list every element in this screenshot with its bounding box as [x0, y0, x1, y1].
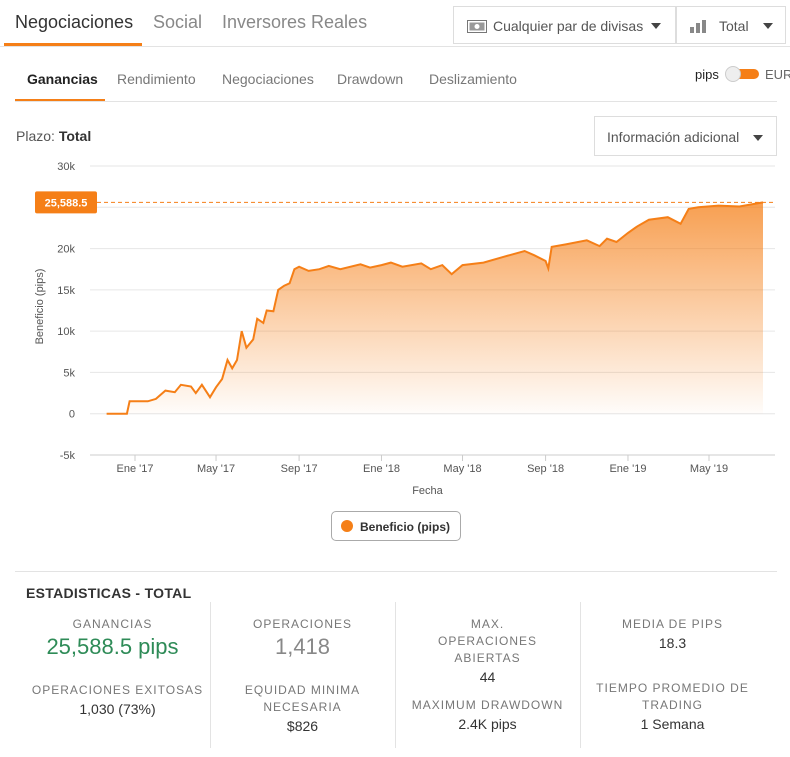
tab-inversores-reales[interactable]: Inversores Reales: [222, 12, 368, 32]
stat-max-drawdown: MAXIMUM DRAWDOWN 2.4K pips: [395, 697, 580, 732]
plazo-key: Plazo:: [16, 128, 55, 144]
divider: [210, 602, 211, 748]
toggle-knob: [725, 66, 741, 82]
stat-value: 2.4K pips: [458, 716, 517, 732]
subtab-deslizamiento[interactable]: Deslizamiento: [429, 71, 517, 87]
x-tick-label: May '18: [443, 463, 481, 475]
stat-operaciones-exitosas: OPERACIONES EXITOSAS 1,030 (73%): [15, 682, 220, 717]
x-tick-label: Ene '17: [117, 463, 154, 475]
stat-media-pips: MEDIA DE PIPS 18.3: [580, 616, 765, 651]
stat-equidad-minima: EQUIDAD MINIMA NECESARIA $826: [235, 682, 370, 734]
stat-value: $826: [286, 718, 319, 734]
toggle-label-pips: pips: [695, 67, 719, 82]
y-tick-label: 30k: [57, 161, 75, 173]
bar-chart-icon: [690, 20, 708, 36]
legend-label: Beneficio (pips): [360, 520, 451, 534]
tab-social[interactable]: Social: [153, 12, 203, 32]
x-tick-label: Sep '17: [281, 463, 318, 475]
subtab-drawdown[interactable]: Drawdown: [337, 71, 404, 87]
total-label: Total: [719, 18, 749, 34]
banknote-icon: [467, 20, 487, 36]
subtab-rendimiento[interactable]: Rendimiento: [117, 71, 196, 87]
info-adicional-label: Información adicional: [607, 129, 740, 145]
max-value-label: 25,588.5: [45, 197, 88, 209]
stat-tiempo-promedio: TIEMPO PROMEDIO DE TRADING 1 Semana: [595, 680, 750, 732]
y-axis-title: Beneficio (pips): [34, 269, 46, 345]
plazo-label: Plazo: Total: [16, 128, 91, 144]
unit-toggle-switch[interactable]: [725, 66, 759, 82]
max-value-badge: 25,588.5: [35, 191, 97, 214]
x-axis-title: Fecha: [412, 485, 443, 497]
stat-label: EQUIDAD MINIMA NECESARIA: [244, 683, 361, 714]
stat-value: 1,030 (73%): [79, 701, 156, 717]
x-tick-label: Sep '18: [527, 463, 564, 475]
active-tab-indicator: [4, 43, 142, 46]
subtab-negociaciones[interactable]: Negociaciones: [222, 71, 314, 87]
info-adicional-dropdown[interactable]: Información adicional: [594, 116, 777, 156]
plazo-value: Total: [58, 128, 92, 144]
stat-value: 1 Semana: [640, 716, 705, 732]
tab-negociaciones[interactable]: Negociaciones: [15, 12, 134, 32]
stat-operaciones: OPERACIONES 1,418: [210, 616, 395, 659]
x-tick-label: Ene '19: [609, 463, 646, 475]
y-tick-label: 15k: [57, 285, 75, 297]
x-tick-label: May '17: [197, 463, 235, 475]
stat-value: 18.3: [658, 635, 687, 651]
chevron-down-icon: [763, 23, 773, 29]
x-axis: Ene '17 May '17 Sep '17 Ene '18 May '18 Sep '…: [90, 454, 775, 475]
y-tick-label: 20k: [57, 244, 75, 256]
stat-label: OPERACIONES: [252, 617, 353, 631]
divider: [580, 602, 581, 748]
profit-area: [106, 202, 764, 414]
toggle-label-eur: EUR: [765, 67, 790, 82]
stat-value: 1,418: [274, 634, 331, 659]
sub-nav: Ganancias Rendimiento Negociaciones Draw…: [15, 58, 790, 102]
stat-ganancias: GANANCIAS 25,588.5 pips: [15, 616, 210, 659]
stat-max-operaciones: MAX. OPERACIONES ABIERTAS 44: [420, 616, 555, 685]
stat-label: MEDIA DE PIPS: [621, 617, 724, 631]
subtab-ganancias[interactable]: Ganancias: [27, 71, 98, 87]
y-tick-label: 10k: [57, 326, 75, 338]
stat-value: 44: [479, 669, 496, 685]
stat-label: OPERACIONES EXITOSAS: [31, 683, 204, 697]
y-tick-label: 5k: [63, 367, 75, 379]
stat-label: MAXIMUM DRAWDOWN: [411, 698, 564, 712]
total-dropdown[interactable]: Total: [676, 6, 786, 44]
divider: [395, 602, 396, 748]
stats-panel: ESTADISTICAS - TOTAL GANANCIAS 25,588.5 …: [15, 571, 777, 757]
legend-dot: [341, 520, 353, 532]
profit-line: [106, 201, 764, 415]
stat-value: 25,588.5 pips: [46, 634, 179, 659]
top-nav: Negociaciones Social Inversores Reales C…: [0, 0, 790, 47]
y-tick-label: 0: [69, 409, 75, 421]
x-tick-label: May '19: [690, 463, 728, 475]
currency-pair-dropdown[interactable]: Cualquier par de divisas: [453, 6, 676, 44]
stat-label: GANANCIAS: [72, 617, 153, 631]
currency-pair-label: Cualquier par de divisas: [493, 18, 644, 34]
active-subtab-indicator: [15, 99, 105, 101]
stats-title: ESTADISTICAS - TOTAL: [26, 585, 192, 601]
stat-label: MAX. OPERACIONES ABIERTAS: [437, 617, 538, 665]
chart-legend[interactable]: Beneficio (pips): [331, 511, 461, 541]
stat-label: TIEMPO PROMEDIO DE TRADING: [596, 681, 749, 712]
chevron-down-icon: [753, 135, 763, 141]
x-tick-label: Ene '18: [363, 463, 400, 475]
y-tick-label: -5k: [60, 450, 76, 462]
chevron-down-icon: [651, 23, 661, 29]
